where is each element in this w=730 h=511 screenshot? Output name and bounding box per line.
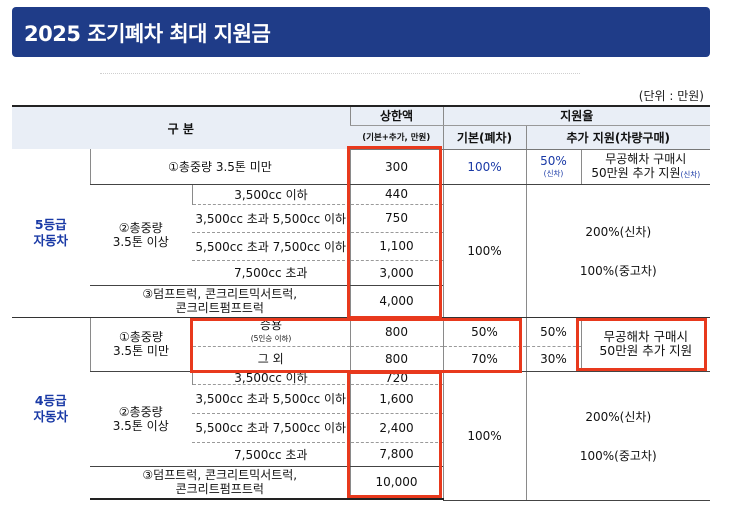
extra-used: 100%(중고차) xyxy=(579,448,657,463)
engine-range: 5,500cc 초과 7,500cc 이하 xyxy=(192,413,350,443)
engine-cap: 440 xyxy=(349,184,443,205)
passenger-label: 승용 xyxy=(259,317,283,332)
extra-note-line1: 무공해차 구매시 xyxy=(605,151,687,166)
title-banner: 2025 조기폐차 최대 지원금 xyxy=(12,7,710,57)
header-row-1: 구 분 상한액 지원율 xyxy=(12,105,711,149)
grade4-over-label: ②총중량 3.5톤 이상 xyxy=(90,371,192,467)
engine-cap: 1,100 xyxy=(349,232,443,261)
grade5-special-label: ③덤프트럭, 콘크리트믹서트럭, 콘크리트펌프트럭 xyxy=(90,285,350,318)
engine-cap: 1,600 xyxy=(349,384,443,414)
grade4-other-extra: 30% xyxy=(525,346,581,372)
subsidy-table: 구 분 상한액 지원율 (기본+추가, 만원) 기본(폐차) 추가 지원(차량구… xyxy=(12,105,711,501)
grade4-other-basic: 70% xyxy=(442,346,526,372)
grade4-passenger: 승용 (5인승 이하) xyxy=(191,317,350,347)
header-basic: 기본(폐차) xyxy=(442,125,526,150)
header-cap: 상한액 xyxy=(349,105,443,126)
grade4-passenger-extra: 50% xyxy=(525,317,581,347)
grade4-extra-note: 무공해차 구매시 50만원 추가 지원 xyxy=(580,317,711,372)
grade5-under-basic: 100% xyxy=(442,149,526,185)
grade4-other-cap: 800 xyxy=(349,346,443,372)
table-row: 7,500cc 초과 7,800 xyxy=(12,442,710,467)
engine-range: 3,500cc 이하 xyxy=(191,371,350,385)
grade4-special-cap: 10,000 xyxy=(349,466,443,500)
header-row-2: (기본+추가, 만원) 기본(폐차) 추가 지원(차량구매) xyxy=(12,125,711,150)
engine-range: 7,500cc 초과 xyxy=(192,442,350,467)
table-row: 5,500cc 초과 7,500cc 이하 2,400 xyxy=(12,413,710,443)
engine-range: 5,500cc 초과 7,500cc 이하 xyxy=(192,232,350,261)
grade4-passenger-basic: 50% xyxy=(442,317,526,347)
extra-new: 200%(신차) xyxy=(585,409,652,424)
grade5-special-cap: 4,000 xyxy=(349,285,443,318)
grade4-under-label: ①총중량 3.5톤 미만 xyxy=(89,317,192,372)
extra-note-new: (신차) xyxy=(680,169,701,179)
header-cap-note: (기본+추가, 만원) xyxy=(350,125,443,150)
extra-used: 100%(중고차) xyxy=(579,263,657,278)
header-extra: 추가 지원(차량구매) xyxy=(525,125,711,150)
table-row: 3,500cc 초과 5,500cc 이하 750 xyxy=(12,204,710,233)
table-row: 5,500cc 초과 7,500cc 이하 1,100 xyxy=(12,232,710,261)
extra-new: 200%(신차) xyxy=(585,224,652,239)
table-row: ③덤프트럭, 콘크리트믹서트럭, 콘크리트펌프트럭 4,000 xyxy=(12,285,710,318)
grade5-label: 5등급 자동차 xyxy=(12,149,90,318)
engine-cap: 2,400 xyxy=(349,413,443,443)
faint-text-line xyxy=(100,73,580,78)
table-row: ②총중량 3.5톤 이상 3,500cc 이하 720 100% 200%(신차… xyxy=(12,371,711,501)
page-title: 2025 조기폐차 최대 지원금 xyxy=(24,22,271,46)
engine-cap: 750 xyxy=(349,204,443,233)
grade4-other-label: 그 외 xyxy=(192,346,350,372)
passenger-note: (5인승 이하) xyxy=(250,333,292,343)
engine-cap: 3,000 xyxy=(349,260,443,286)
engine-range: 7,500cc 초과 xyxy=(192,260,350,286)
grade5-under-label: ①총중량 3.5톤 미만 xyxy=(89,149,350,185)
extra-rate-new: (신차) xyxy=(543,169,564,178)
table-row: ③덤프트럭, 콘크리트믹서트럭, 콘크리트펌프트럭 10,000 xyxy=(12,466,710,500)
table-row: 3,500cc 초과 5,500cc 이하 1,600 xyxy=(12,384,710,414)
engine-cap: 720 xyxy=(349,371,443,385)
table-row: ②총중량 3.5톤 이상 3,500cc 이하 440 100% 200%(신차… xyxy=(12,184,711,318)
extra-rate-value: 50% xyxy=(540,154,567,168)
engine-range: 3,500cc 초과 5,500cc 이하 xyxy=(192,204,350,233)
grade4-over-basic: 100% xyxy=(442,371,526,501)
grade4-passenger-cap: 800 xyxy=(349,317,443,347)
grade5-over-extra: 200%(신차) 100%(중고차) xyxy=(525,184,711,318)
engine-range: 3,500cc 이하 xyxy=(191,184,350,205)
engine-range: 3,500cc 초과 5,500cc 이하 xyxy=(192,384,350,414)
extra-note-text: 50만원 추가 지원 xyxy=(591,165,681,180)
grade4-over-extra: 200%(신차) 100%(중고차) xyxy=(525,371,711,501)
header-rate: 지원율 xyxy=(442,105,711,126)
grade5-under-cap: 300 xyxy=(349,149,443,185)
grade5-over-basic: 100% xyxy=(442,184,526,318)
table-row: 7,500cc 초과 3,000 xyxy=(12,260,710,286)
unit-note: (단위 : 만원) xyxy=(638,89,704,103)
grade4-label: 4등급 자동차 xyxy=(33,393,68,424)
header-category: 구 분 xyxy=(12,105,350,149)
extra-note-line2: 50만원 추가 지원(신차) xyxy=(582,165,710,182)
table-row: 5등급 자동차 ①총중량 3.5톤 미만 300 100% 50% (신차) 무… xyxy=(12,149,711,318)
grade5-under-extra-rate: 50% (신차) xyxy=(525,149,581,185)
table-row: 4등급 자동차 ①총중량 3.5톤 미만 승용 (5인승 이하) 800 50%… xyxy=(12,317,711,424)
grade5-under-extra-note: 무공해차 구매시 50만원 추가 지원(신차) xyxy=(580,149,711,185)
grade4-special-label: ③덤프트럭, 콘크리트믹서트럭, 콘크리트펌프트럭 xyxy=(90,466,350,500)
engine-cap: 7,800 xyxy=(349,442,443,467)
grade5-over-label: ②총중량 3.5톤 이상 xyxy=(90,184,192,286)
